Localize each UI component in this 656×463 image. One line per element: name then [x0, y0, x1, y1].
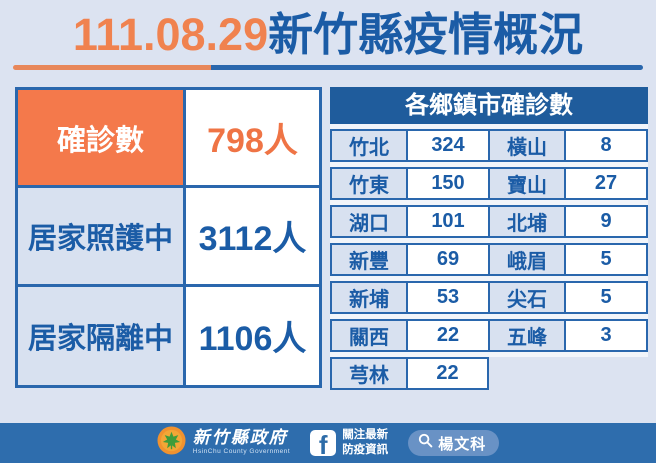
table-row: 芎林 22	[330, 357, 489, 390]
township-name-cell: 竹北	[332, 131, 408, 160]
underline-blue-segment	[211, 65, 643, 70]
title-date: 111.08.29	[72, 9, 269, 60]
table-row: 居家照護中 3112人	[18, 188, 319, 287]
township-table-title: 各鄉鎮市確診數	[330, 87, 648, 124]
township-name-cell: 峨眉	[490, 245, 566, 274]
township-value-cell: 5	[566, 245, 646, 274]
county-gov-name: 新竹縣政府	[192, 428, 288, 449]
township-name-cell: 新豐	[332, 245, 408, 274]
township-name-cell: 新埔	[332, 283, 408, 312]
table-row: 居家隔離中 1106人	[18, 286, 319, 385]
underline-orange-segment	[13, 65, 212, 70]
title-underline	[13, 65, 643, 70]
township-value-cell: 8	[566, 131, 646, 160]
row-label: 居家照護中	[18, 188, 186, 284]
township-value-cell: 150	[408, 169, 490, 198]
table-row: 湖口 101 北埔 9	[330, 205, 648, 238]
township-value-cell: 5	[566, 283, 646, 312]
table-row: 竹北 324 橫山 8	[330, 129, 648, 162]
row-label: 居家隔離中	[18, 286, 186, 385]
county-gov-text: 新竹縣政府 HsinChu County Government	[193, 430, 290, 456]
township-name-cell: 北埔	[490, 207, 566, 236]
township-name-cell: 關西	[332, 321, 408, 350]
title-text: 新竹縣疫情概況	[268, 9, 584, 60]
township-value-cell: 53	[408, 283, 490, 312]
content: 確診數 798人 居家照護中 3112人 居家隔離中 1106人 各鄉鎮市確診數…	[15, 87, 648, 390]
township-value-cell: 22	[408, 321, 490, 350]
township-name-cell: 尖石	[490, 283, 566, 312]
township-value-cell: 22	[408, 359, 487, 388]
facebook-icon: f	[310, 430, 337, 456]
township-value-cell: 101	[408, 207, 490, 236]
township-name-cell: 竹東	[332, 169, 408, 198]
summary-table: 確診數 798人 居家照護中 3112人 居家隔離中 1106人	[15, 87, 322, 388]
row-value: 1106人	[186, 286, 319, 385]
search-icon	[418, 433, 433, 453]
county-gov-brand: 新竹縣政府 HsinChu County Government	[157, 426, 290, 460]
table-row: 竹東 150 寶山 27	[330, 167, 648, 200]
table-row: 關西 22 五峰 3	[330, 319, 648, 352]
row-value: 798人	[186, 90, 319, 186]
table-row: 確診數 798人	[18, 90, 319, 189]
county-logo-icon	[157, 426, 186, 460]
row-value: 3112人	[186, 188, 319, 284]
table-row: 新豐 69 峨眉 5	[330, 243, 648, 276]
township-name-cell: 寶山	[490, 169, 566, 198]
footer-bar: 新竹縣政府 HsinChu County Government f 關注最新 防…	[0, 423, 656, 463]
table-row: 新埔 53 尖石 5	[330, 281, 648, 314]
township-value-cell: 27	[566, 169, 646, 198]
page-title: 111.08.29新竹縣疫情概況	[0, 8, 656, 62]
county-gov-name-en: HsinChu County Government	[192, 448, 291, 456]
header: 111.08.29新竹縣疫情概況	[0, 0, 656, 70]
township-name-cell: 橫山	[490, 131, 566, 160]
township-value-cell: 324	[408, 131, 490, 160]
township-name-cell: 五峰	[490, 321, 566, 350]
township-value-cell: 69	[408, 245, 490, 274]
township-table: 各鄉鎮市確診數 竹北 324 橫山 8 竹東 150 寶山 27 湖口 101 …	[330, 87, 648, 390]
township-value-cell: 3	[566, 321, 646, 350]
row-label: 確診數	[18, 90, 186, 186]
facebook-badge[interactable]: f 關注最新 防疫資訊	[310, 428, 388, 458]
search-pill[interactable]: 楊文科	[408, 430, 500, 456]
township-name-cell: 湖口	[332, 207, 408, 236]
township-value-cell: 9	[566, 207, 646, 236]
facebook-caption: 關注最新 防疫資訊	[342, 429, 389, 456]
search-label: 楊文科	[438, 435, 487, 453]
township-name-cell: 芎林	[332, 359, 408, 388]
